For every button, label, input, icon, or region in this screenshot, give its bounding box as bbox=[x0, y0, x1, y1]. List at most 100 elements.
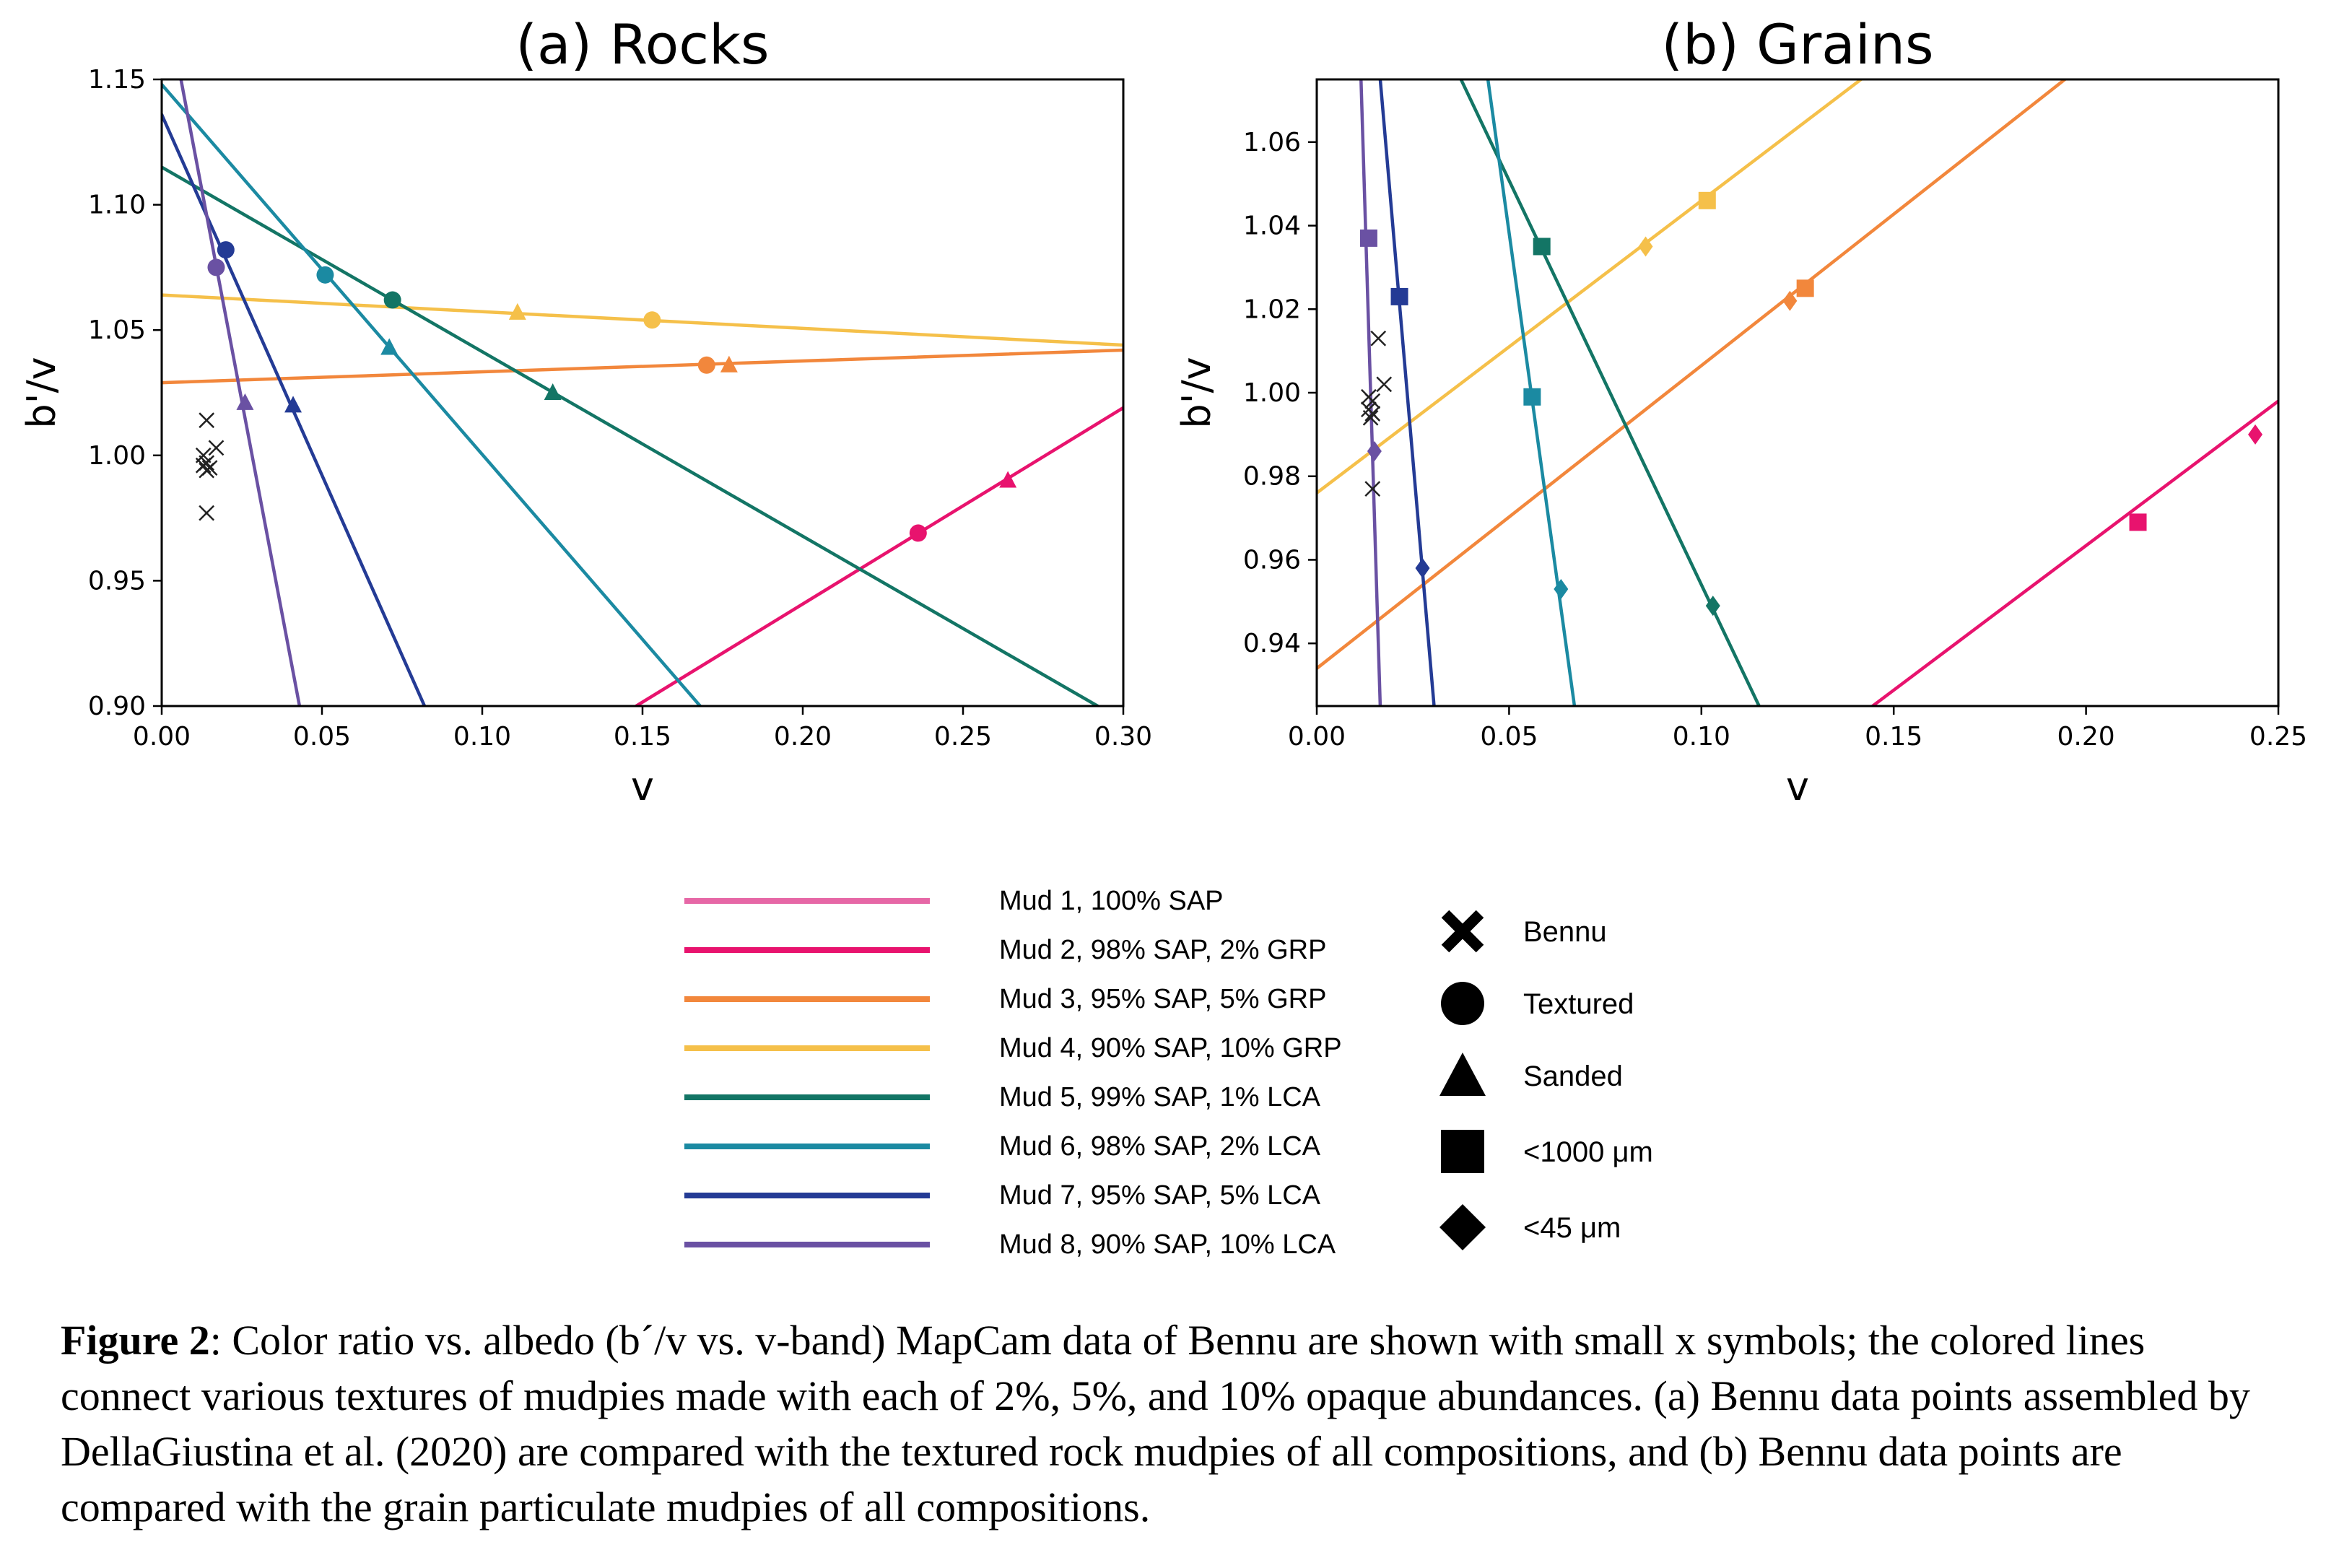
legend-series-label: Mud 7, 95% SAP, 5% LCA bbox=[999, 1180, 1321, 1211]
panel-rocks-sanded-marker bbox=[999, 471, 1017, 488]
panel-rocks-y-tick-label: 0.95 bbox=[88, 566, 146, 596]
panel-grains-y-tick-label: 0.94 bbox=[1243, 629, 1301, 658]
panel-grains-fine-grain-marker bbox=[1554, 578, 1569, 599]
panel-grains-y-tick-label: 1.02 bbox=[1243, 295, 1301, 324]
legend-marker-label: <45 μm bbox=[1523, 1212, 1621, 1244]
panel-grains-series-line bbox=[1317, 79, 1863, 495]
panel-rocks-series-line bbox=[162, 348, 1123, 385]
panel-rocks-y-tick-label: 1.15 bbox=[88, 65, 146, 95]
panel-rocks-bennu-marker bbox=[199, 462, 215, 479]
panel-rocks-x-tick-label: 0.25 bbox=[934, 722, 992, 752]
panel-grains-x-tick-label: 0.20 bbox=[2057, 722, 2115, 752]
panel-grains-fine-grain-marker bbox=[1415, 558, 1430, 579]
panel-grains-bennu-marker bbox=[1362, 409, 1379, 426]
panel-grains-coarse-grain-marker bbox=[1359, 229, 1377, 247]
legend-marker-list: Bennu Textured Sanded <1000 μm <45 μm bbox=[1439, 910, 1653, 1250]
legend-fine-grain-icon bbox=[1439, 1204, 1486, 1250]
panel-rocks-x-tick-label: 0.00 bbox=[133, 722, 191, 752]
panel-rocks-bennu-marker bbox=[199, 412, 215, 429]
bennu-x-stroke bbox=[208, 440, 225, 456]
panel-grains-fine-grain-marker bbox=[1782, 290, 1798, 311]
bennu-x-stroke bbox=[1364, 481, 1381, 497]
panel-rocks-textured-marker bbox=[316, 266, 334, 284]
panel-grains-bennu-marker bbox=[1364, 481, 1381, 497]
panel-rocks-x-tick-label: 0.05 bbox=[293, 722, 351, 752]
panel-grains-bennu-marker bbox=[1364, 406, 1381, 422]
panel-rocks-series-line bbox=[179, 79, 302, 706]
panel-rocks-textured-marker bbox=[383, 291, 401, 309]
bennu-x-stroke bbox=[1364, 406, 1381, 422]
panel-grains-y-axis-label: b'/v bbox=[1174, 357, 1219, 428]
panel-rocks-sanded-marker bbox=[284, 396, 302, 413]
panel-grains-x-axis-label: v bbox=[1786, 764, 1809, 809]
panel-rocks-textured-marker bbox=[643, 311, 661, 329]
panel-rocks-textured-marker bbox=[697, 356, 715, 374]
panel-rocks-sanded-marker bbox=[508, 302, 526, 320]
legend-series-list: Mud 1, 100% SAP Mud 2, 98% SAP, 2% GRP Mud… bbox=[684, 886, 1342, 1260]
panel-grains-fine-grain-marker bbox=[1705, 596, 1720, 617]
panel-grains-coarse-grain-marker bbox=[1796, 279, 1814, 297]
panel-rocks: (a) Rocks 0.00 0.05 0.10 0.15 0.20 0.25 0.30 0.… bbox=[19, 12, 1152, 809]
panel-rocks-x-tick-label: 0.20 bbox=[774, 722, 832, 752]
legend-marker-label: Bennu bbox=[1523, 916, 1607, 948]
panel-grains-x-tick-label: 0.25 bbox=[2249, 722, 2307, 752]
bennu-x-stroke bbox=[195, 457, 212, 474]
bennu-x-stroke bbox=[1362, 409, 1379, 426]
panel-rocks-series-line bbox=[162, 293, 1123, 347]
panel-rocks-axes: 0.00 0.05 0.10 0.15 0.20 0.25 0.30 0.90 0.95 1.00… bbox=[88, 65, 1152, 752]
panel-grains-series-line bbox=[1378, 79, 1436, 706]
panel-rocks-series-line bbox=[162, 165, 1099, 706]
panel-grains-fine-grain-marker bbox=[1638, 236, 1653, 257]
legend-textured-icon bbox=[1441, 982, 1484, 1025]
panel-grains-y-tick-label: 1.06 bbox=[1243, 128, 1301, 157]
panel-grains-bennu-marker bbox=[1364, 393, 1381, 409]
legend-series-label: Mud 1, 100% SAP bbox=[999, 886, 1224, 916]
legend-marker-label: Textured bbox=[1523, 988, 1634, 1020]
panel-grains-axes: 0.00 0.05 0.10 0.15 0.20 0.25 0.94 0.96 0.98 1.00… bbox=[1243, 128, 2307, 752]
panel-rocks-sanded-marker bbox=[236, 393, 254, 410]
panel-rocks-title: (a) Rocks bbox=[515, 12, 769, 77]
panel-rocks-sanded-marker bbox=[720, 355, 738, 373]
bennu-x-stroke bbox=[1364, 393, 1381, 409]
panel-grains-y-tick-label: 0.96 bbox=[1243, 545, 1301, 575]
panel-grains-x-tick-label: 0.00 bbox=[1288, 722, 1346, 752]
legend-sanded-icon bbox=[1439, 1053, 1486, 1096]
panel-grains-frame bbox=[1315, 78, 2280, 707]
bennu-x-stroke bbox=[1370, 330, 1387, 347]
bennu-x-stroke bbox=[199, 505, 215, 521]
legend-bennu-icon bbox=[1441, 910, 1484, 953]
legend-marker-label: Sanded bbox=[1523, 1060, 1623, 1092]
panel-grains-series-line bbox=[1317, 79, 2067, 671]
panel-rocks-frame bbox=[160, 78, 1125, 707]
panel-rocks-x-axis-label: v bbox=[631, 764, 654, 809]
panel-rocks-x-tick-label: 0.15 bbox=[614, 722, 671, 752]
panel-grains-title: (b) Grains bbox=[1661, 12, 1933, 77]
panel-rocks-y-tick-label: 1.05 bbox=[88, 315, 146, 345]
panel-grains-coarse-grain-marker bbox=[1533, 238, 1551, 256]
panel-grains-bennu-marker bbox=[1376, 376, 1393, 393]
legend-coarse-grain-icon bbox=[1441, 1130, 1484, 1173]
legend-series-label: Mud 3, 95% SAP, 5% GRP bbox=[999, 984, 1326, 1014]
panel-grains-y-tick-label: 1.00 bbox=[1243, 378, 1301, 408]
panel-rocks-textured-marker bbox=[207, 258, 225, 276]
panel-grains-coarse-grain-marker bbox=[2129, 513, 2147, 531]
legend-series-label: Mud 2, 98% SAP, 2% GRP bbox=[999, 935, 1326, 965]
legend-marker-label: <1000 μm bbox=[1523, 1136, 1653, 1168]
panel-grains-series-line bbox=[1870, 399, 2278, 706]
panel-grains-coarse-grain-marker bbox=[1523, 388, 1541, 406]
panel-grains-x-tick-label: 0.15 bbox=[1865, 722, 1922, 752]
panel-rocks-series-line bbox=[634, 406, 1123, 706]
legend-series-label: Mud 6, 98% SAP, 2% LCA bbox=[999, 1131, 1321, 1162]
panel-grains-data bbox=[1317, 79, 2278, 706]
panel-grains-x-tick-label: 0.05 bbox=[1480, 722, 1538, 752]
panel-grains: (b) Grains 0.00 0.05 0.10 0.15 0.20 0.250.940… bbox=[1174, 12, 2307, 809]
panel-rocks-x-tick-label: 0.30 bbox=[1094, 722, 1152, 752]
panel-rocks-x-tick-label: 0.10 bbox=[453, 722, 511, 752]
panel-grains-bennu-marker bbox=[1370, 330, 1387, 347]
panel-rocks-textured-marker bbox=[909, 524, 927, 542]
panel-grains-fine-grain-marker bbox=[1367, 441, 1382, 462]
panel-rocks-sanded-marker bbox=[544, 383, 562, 400]
legend-series-label: Mud 5, 99% SAP, 1% LCA bbox=[999, 1082, 1321, 1112]
panel-rocks-data bbox=[162, 79, 1123, 706]
